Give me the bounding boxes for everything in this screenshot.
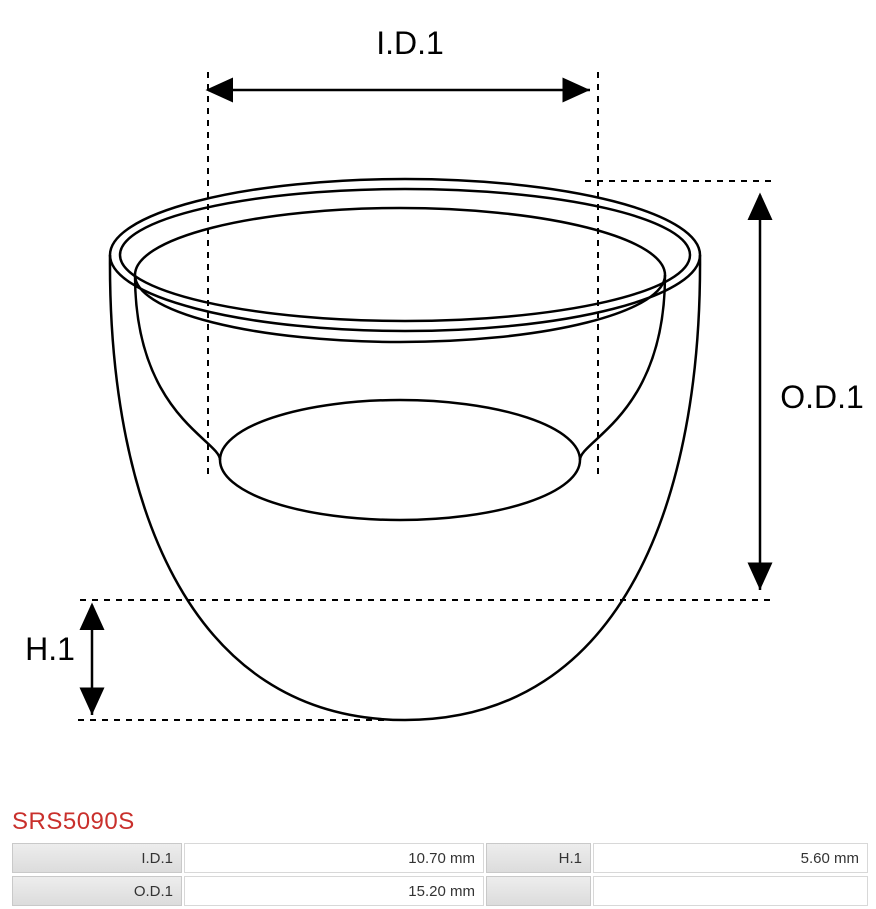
svg-text:O.D.1: O.D.1 xyxy=(780,379,864,415)
dim-value xyxy=(593,876,868,906)
dim-label: H.1 xyxy=(486,843,591,873)
svg-text:H.1: H.1 xyxy=(25,631,75,667)
product-code-title: SRS5090S xyxy=(12,808,135,836)
dim-label: O.D.1 xyxy=(12,876,182,906)
dim-value: 10.70 mm xyxy=(184,843,484,873)
dim-label: I.D.1 xyxy=(12,843,182,873)
svg-text:I.D.1: I.D.1 xyxy=(376,25,444,61)
table-row: I.D.1 10.70 mm H.1 5.60 mm xyxy=(12,843,868,873)
table-row: O.D.1 15.20 mm xyxy=(12,876,868,906)
diagram-svg: I.D.1 O.D.1 H.1 xyxy=(0,0,876,800)
dimensions-table: I.D.1 10.70 mm H.1 5.60 mm O.D.1 15.20 m… xyxy=(10,840,868,909)
dim-label xyxy=(486,876,591,906)
technical-diagram: I.D.1 O.D.1 H.1 xyxy=(0,0,876,800)
dim-value: 15.20 mm xyxy=(184,876,484,906)
dim-value: 5.60 mm xyxy=(593,843,868,873)
